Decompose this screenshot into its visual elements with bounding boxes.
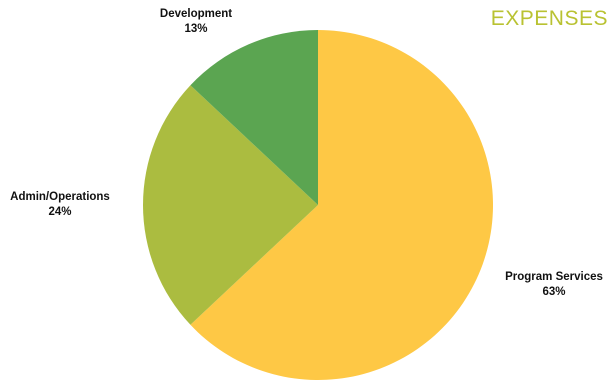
slice-label-development: Development 13% <box>140 7 252 37</box>
slice-value-admin-operations: 24% <box>48 206 72 218</box>
slice-name-development: Development <box>159 8 233 20</box>
pie-slice-development <box>190 30 318 205</box>
pie-slice-program-services <box>190 30 494 380</box>
slice-label-admin-operations: Admin/Operations 24% <box>2 190 118 220</box>
pie-slice-admin-operations <box>142 85 318 325</box>
pie-slices <box>142 30 494 380</box>
slice-value-development: 13% <box>184 23 208 35</box>
slice-name-program-services: Program Services <box>505 271 603 283</box>
slice-name-admin-operations: Admin/Operations <box>10 191 110 203</box>
slice-label-program-services: Program Services 63% <box>496 270 612 300</box>
chart-title: EXPENSES <box>490 7 608 30</box>
slice-value-program-services: 63% <box>542 286 566 298</box>
